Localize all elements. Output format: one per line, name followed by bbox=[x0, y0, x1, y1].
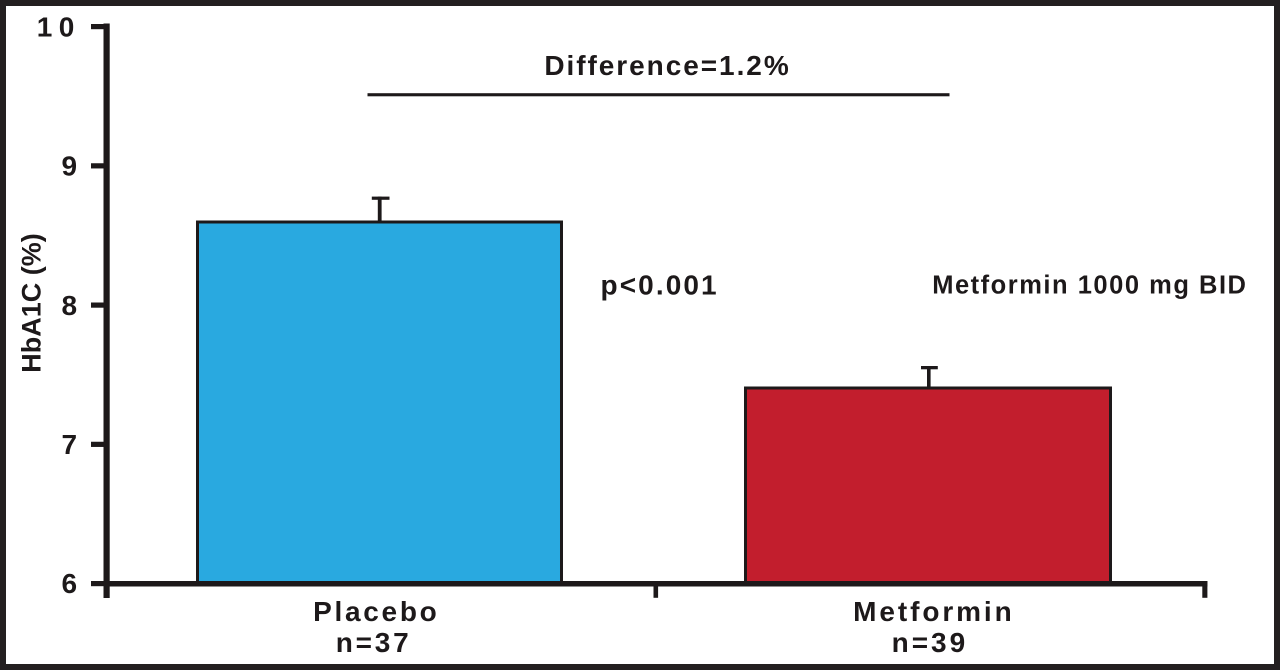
svg-text:1: 1 bbox=[37, 11, 53, 42]
svg-text:Placebo: Placebo bbox=[313, 596, 439, 627]
svg-text:Difference=1.2%: Difference=1.2% bbox=[544, 50, 790, 81]
svg-text:HbA1C (%): HbA1C (%) bbox=[16, 233, 46, 373]
svg-text:n=37: n=37 bbox=[336, 627, 412, 658]
svg-text:7: 7 bbox=[62, 429, 78, 460]
svg-text:6: 6 bbox=[62, 568, 78, 599]
svg-text:Metformin: Metformin bbox=[853, 596, 1014, 627]
svg-text:Metformin 1000 mg BID: Metformin 1000 mg BID bbox=[932, 272, 1247, 300]
svg-text:n=39: n=39 bbox=[892, 627, 969, 658]
svg-text:p<0.001: p<0.001 bbox=[601, 270, 719, 301]
svg-text:0: 0 bbox=[59, 11, 75, 42]
svg-text:9: 9 bbox=[62, 151, 78, 182]
svg-text:8: 8 bbox=[62, 290, 78, 321]
